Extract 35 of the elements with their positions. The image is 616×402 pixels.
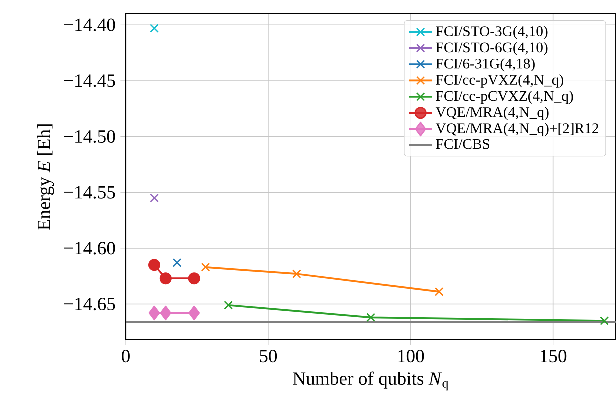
point bbox=[224, 300, 234, 310]
y-tick-label: −14.55 bbox=[64, 186, 116, 199]
point bbox=[172, 258, 182, 268]
y-tick-label: −14.65 bbox=[64, 298, 116, 311]
y-tick-label: −14.60 bbox=[64, 242, 116, 255]
point bbox=[188, 272, 200, 285]
y-tick-label: −14.40 bbox=[64, 18, 116, 32]
legend-label: FCI/cc-pVXZ(4,N_q) bbox=[436, 74, 564, 88]
point bbox=[148, 259, 160, 272]
legend-label: FCI/6-31G(4,18) bbox=[436, 58, 535, 72]
point bbox=[160, 306, 172, 321]
point bbox=[160, 272, 172, 285]
point bbox=[366, 313, 376, 322]
legend-label: FCI/STO-6G(4,10) bbox=[436, 42, 548, 56]
point bbox=[148, 306, 160, 321]
y-tick-label: −14.45 bbox=[64, 74, 116, 88]
y-tick-label: −14.50 bbox=[64, 130, 116, 144]
point bbox=[292, 270, 302, 279]
point bbox=[150, 24, 159, 33]
legend-label: FCI/CBS bbox=[436, 139, 490, 150]
x-tick-label: 0 bbox=[122, 350, 130, 363]
x-tick-label: 100 bbox=[398, 350, 424, 363]
legend-label: VQE/MRA(4,N_q)+[2]R12 bbox=[436, 123, 598, 136]
point bbox=[434, 288, 444, 296]
point bbox=[600, 316, 610, 326]
point bbox=[150, 194, 159, 203]
legend-label: FCI/STO-3G(4,10) bbox=[436, 26, 548, 40]
legend-label: FCI/cc-pCVXZ(4,N_q) bbox=[436, 90, 574, 104]
y-axis-title: Energy E [Eh] bbox=[37, 124, 54, 230]
point bbox=[201, 262, 210, 272]
x-tick-label: 150 bbox=[540, 350, 567, 363]
point bbox=[188, 306, 200, 321]
x-axis-title: Number of qubits N$_{q}$ bbox=[293, 372, 449, 391]
x-tick-label: 50 bbox=[260, 350, 278, 363]
legend-label: VQE/MRA(4,N_q) bbox=[436, 107, 549, 120]
